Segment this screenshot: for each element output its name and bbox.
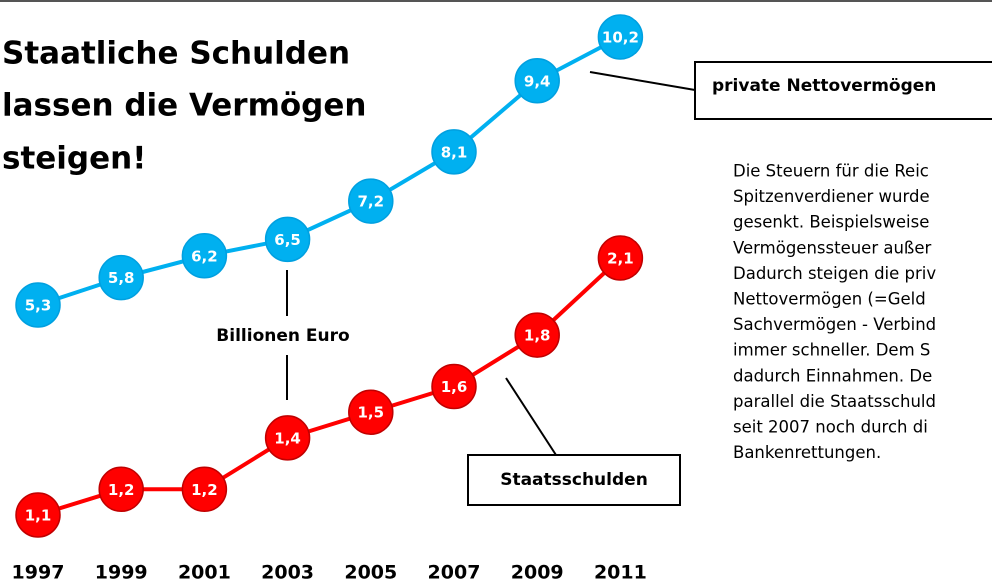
- data-point: [15, 492, 61, 538]
- connector: [589, 71, 696, 91]
- paragraph-line: Die Steuern für die Reic: [733, 162, 929, 181]
- chart-title: lassen die Vermögen: [2, 88, 366, 124]
- x-tick-label: 2007: [428, 562, 481, 584]
- x-tick-label: 2005: [344, 562, 397, 584]
- paragraph-line: seit 2007 noch durch di: [733, 418, 928, 437]
- chart-title: steigen!: [2, 141, 146, 177]
- data-label: 5,3: [25, 297, 52, 315]
- data-label: 1,2: [191, 481, 218, 499]
- data-point: [98, 254, 144, 301]
- data-point: [597, 235, 644, 281]
- data-label: 1,6: [441, 378, 468, 396]
- data-label: 6,5: [274, 231, 301, 249]
- data-label: 5,8: [108, 269, 135, 287]
- data-point: [514, 58, 560, 104]
- data-point: [264, 415, 311, 461]
- data-label: 1,2: [108, 481, 135, 499]
- data-point: [514, 312, 560, 358]
- data-label: 1,8: [524, 327, 551, 345]
- data-point: [181, 233, 228, 279]
- x-tick-label: 1997: [12, 562, 65, 584]
- paragraph-line: Vermögenssteuer außer: [733, 238, 931, 257]
- data-point: [15, 282, 61, 328]
- x-tick-label: 2009: [511, 562, 564, 584]
- data-label: 2,1: [607, 250, 634, 268]
- data-label: 10,2: [602, 29, 639, 47]
- paragraph-line: Dadurch steigen die priv: [733, 264, 936, 283]
- legend-box: [467, 454, 681, 506]
- data-point: [181, 466, 228, 513]
- legend-label: private Nettovermögen: [712, 76, 936, 96]
- x-tick-label: 2011: [594, 562, 647, 584]
- unit-annotation: Billionen Euro: [216, 326, 349, 346]
- x-tick-label: 2001: [178, 562, 231, 584]
- data-label: 1,1: [25, 507, 52, 525]
- data-point: [348, 389, 394, 435]
- paragraph-line: immer schneller. Dem S: [733, 341, 930, 360]
- paragraph-line: dadurch Einnahmen. De: [733, 366, 932, 385]
- paragraph-line: parallel die Staatsschuld: [733, 392, 936, 411]
- data-point: [348, 178, 394, 224]
- data-point: [264, 216, 311, 263]
- legend-box: [694, 61, 992, 120]
- x-tick-label: 1999: [95, 562, 148, 584]
- data-point: [597, 14, 644, 60]
- data-label: 9,4: [524, 72, 551, 90]
- chart-title: Staatliche Schulden: [2, 36, 350, 72]
- data-point: [431, 363, 477, 410]
- data-label: 7,2: [358, 193, 385, 211]
- paragraph-line: gesenkt. Beispielsweise: [733, 213, 929, 232]
- legend-label: Staatsschulden: [500, 470, 648, 490]
- data-label: 6,2: [191, 247, 218, 265]
- paragraph-line: Bankenrettungen.: [733, 443, 881, 462]
- paragraph-line: Spitzenverdiener wurde: [733, 187, 930, 206]
- x-tick-label: 2003: [261, 562, 314, 584]
- data-label: 8,1: [441, 143, 468, 161]
- data-point: [98, 466, 144, 513]
- data-label: 1,4: [274, 429, 301, 447]
- paragraph-line: Sachvermögen - Verbind: [733, 315, 936, 334]
- connector: [505, 377, 557, 456]
- data-label: 1,5: [358, 404, 385, 422]
- paragraph-line: Nettovermögen (=Geld: [733, 290, 926, 309]
- data-point: [431, 129, 477, 175]
